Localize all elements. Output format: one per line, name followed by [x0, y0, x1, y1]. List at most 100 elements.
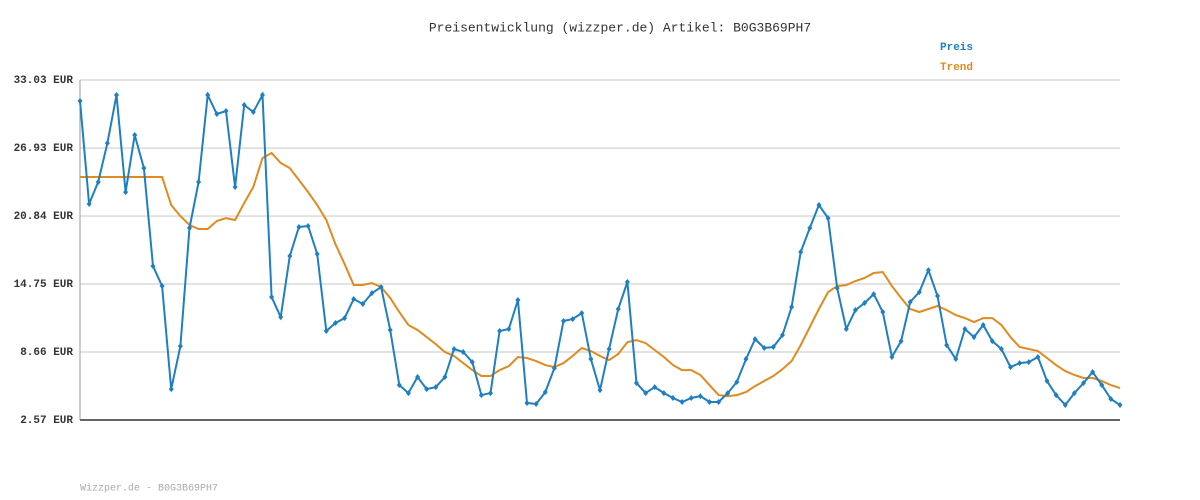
point-marker — [205, 91, 211, 98]
point-marker — [761, 345, 767, 352]
point-marker — [633, 380, 639, 387]
point-marker — [1026, 359, 1032, 366]
point-marker — [643, 390, 649, 397]
point-marker — [725, 390, 731, 397]
point-marker — [1071, 390, 1077, 397]
point-marker — [551, 365, 557, 372]
point-marker — [533, 401, 539, 408]
legend-label: Trend — [940, 62, 973, 74]
point-marker — [123, 189, 129, 196]
point-marker — [661, 390, 667, 397]
point-marker — [424, 386, 430, 393]
point-marker — [989, 338, 995, 345]
point-marker — [852, 307, 858, 314]
point-marker — [597, 387, 603, 394]
series-line — [80, 151, 1121, 398]
point-marker — [259, 91, 265, 98]
point-marker — [935, 292, 941, 299]
point-marker — [1081, 380, 1087, 387]
point-marker — [1044, 378, 1050, 385]
point-marker — [789, 304, 795, 311]
point-marker — [104, 140, 110, 147]
point-marker — [378, 284, 384, 291]
point-marker — [515, 297, 521, 304]
point-marker — [944, 342, 950, 349]
point-marker — [962, 326, 968, 333]
point-marker — [615, 306, 621, 313]
point-marker — [889, 354, 895, 361]
point-marker — [807, 225, 813, 232]
point-marker — [186, 225, 192, 232]
point-marker — [196, 179, 202, 186]
point-marker — [168, 386, 174, 393]
point-marker — [269, 293, 275, 300]
series-line — [79, 91, 1121, 407]
point-marker — [150, 263, 156, 270]
point-marker — [1062, 402, 1068, 409]
point-marker — [1035, 354, 1041, 361]
point-marker — [542, 389, 548, 396]
point-marker — [351, 296, 357, 303]
point-marker — [433, 384, 439, 391]
point-marker — [250, 109, 256, 116]
point-marker — [843, 326, 849, 333]
point-marker — [77, 97, 83, 104]
y-tick-label: 14.75 EUR — [14, 279, 74, 291]
point-marker — [624, 279, 630, 286]
point-marker — [369, 290, 375, 297]
y-tick-label: 26.93 EUR — [14, 143, 74, 155]
legend-label: Preis — [940, 42, 973, 54]
point-marker — [1090, 369, 1096, 376]
point-marker — [132, 132, 138, 139]
point-marker — [706, 399, 712, 406]
point-marker — [214, 111, 220, 118]
point-marker — [524, 400, 530, 407]
y-tick-label: 8.66 EUR — [20, 347, 73, 359]
point-marker — [925, 267, 931, 274]
point-marker — [360, 301, 366, 308]
point-marker — [159, 283, 165, 290]
point-marker — [606, 346, 612, 353]
point-marker — [871, 291, 877, 298]
point-marker — [451, 346, 457, 353]
point-marker — [953, 356, 959, 363]
y-tick-label: 2.57 EUR — [20, 415, 73, 427]
point-marker — [898, 338, 904, 345]
point-marker — [907, 299, 913, 306]
point-marker — [679, 399, 685, 406]
point-marker — [980, 322, 986, 329]
point-marker — [177, 343, 183, 350]
chart-title: Preisentwicklung (wizzper.de) Artikel: B… — [429, 20, 811, 35]
point-marker — [798, 249, 804, 256]
point-marker — [232, 184, 238, 191]
point-marker — [113, 91, 119, 98]
point-marker — [998, 346, 1004, 353]
point-marker — [588, 356, 594, 363]
point-marker — [469, 359, 475, 366]
footer: Wizzper.de - B0G3B69PH7 — [80, 483, 218, 495]
point-marker — [442, 374, 448, 381]
point-marker — [971, 334, 977, 341]
point-marker — [561, 317, 567, 324]
point-marker — [779, 332, 785, 339]
point-marker — [278, 314, 284, 321]
point-marker — [834, 285, 840, 292]
point-marker — [570, 316, 576, 323]
point-marker — [670, 395, 676, 402]
point-marker — [305, 223, 311, 230]
point-marker — [1053, 392, 1059, 399]
point-marker — [697, 393, 703, 400]
point-marker — [743, 356, 749, 363]
point-marker — [223, 108, 229, 115]
point-marker — [497, 328, 503, 335]
point-marker — [342, 315, 348, 322]
point-marker — [141, 165, 147, 172]
y-tick-label: 33.03 EUR — [14, 75, 74, 87]
point-marker — [460, 349, 466, 356]
point-marker — [1008, 364, 1014, 371]
point-marker — [314, 251, 320, 258]
point-marker — [752, 336, 758, 343]
point-marker — [323, 328, 329, 335]
point-marker — [488, 390, 494, 397]
